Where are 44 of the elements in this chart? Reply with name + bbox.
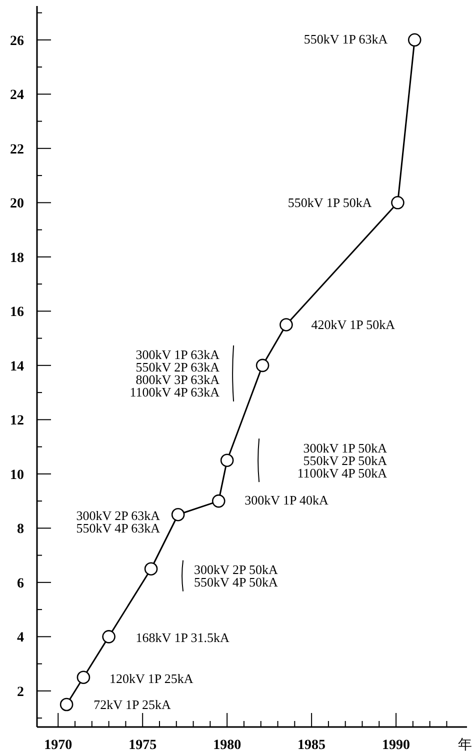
annotation: 300kV 1P 63kA 550kV 2P 63kA 800kV 3P 63kA 1100kV 4P 63kA — [130, 344, 234, 402]
x-tick-label: 1975 — [128, 738, 157, 753]
annotation: 300kV 1P 50kA 550kV 2P 50kA 1100kV 4P 50kA — [258, 438, 388, 483]
point — [212, 494, 226, 508]
y-tick-label: 4 — [17, 630, 24, 646]
annotation: 550kV 1P 63kA — [304, 31, 388, 46]
y-tick-label: 16 — [10, 305, 24, 320]
point — [220, 454, 234, 468]
point — [76, 670, 90, 684]
y-tick-label: 6 — [17, 576, 24, 592]
annotation: 300kV 1P 40kA — [244, 492, 328, 508]
point — [280, 318, 293, 332]
y-tick-label: 2 — [17, 684, 24, 700]
y-tick-label: 24 — [10, 88, 24, 104]
y-tick-label: 22 — [10, 142, 24, 158]
annotation: 72kV 1P 25kA — [94, 696, 171, 712]
point — [60, 698, 74, 712]
annotation: 300kV 2P 63kA 550kV 4P 63kA — [76, 508, 160, 536]
annotation: 300kV 2P 50kA 550kV 4P 50kA — [194, 562, 278, 590]
annotation: 300kV 1P 63kA 550kV 2P 63kA 800kV 3P 63kA 1100kV 4P 63kA — [130, 347, 220, 400]
point — [102, 630, 116, 644]
y-tick-label: 18 — [10, 250, 24, 266]
x-tick-label: 1985 — [298, 738, 326, 753]
point — [391, 196, 404, 210]
point — [408, 33, 422, 47]
x-axis-title: 年 — [458, 737, 472, 753]
annotation: 420kV 1P 50kA — [311, 317, 395, 332]
y-tick-label: 14 — [10, 359, 24, 374]
annotation: 300kV 2P 50kA 550kV 4P 50kA — [182, 560, 278, 592]
annotation: 168kV 1P 31.5kA — [136, 630, 230, 646]
point — [144, 562, 158, 576]
y-tick-label: 10 — [10, 468, 24, 483]
x-tick-label: 1970 — [44, 738, 72, 753]
annotation: 300kV 1P 50kA 550kV 2P 50kA 1100kV 4P 50kA — [297, 440, 388, 480]
y-tick-label: 20 — [10, 196, 24, 212]
annotation: 120kV 1P 25kA — [109, 670, 194, 686]
y-tick-label: 12 — [10, 414, 24, 429]
x-tick-label: 1990 — [382, 738, 410, 753]
annotation: 550kV 1P 50kA — [288, 195, 372, 210]
y-tick-label: 8 — [17, 522, 24, 538]
x-tick-label: 1980 — [213, 738, 242, 753]
point — [171, 508, 185, 522]
point — [256, 358, 270, 372]
y-tick-label: 26 — [10, 34, 24, 49]
